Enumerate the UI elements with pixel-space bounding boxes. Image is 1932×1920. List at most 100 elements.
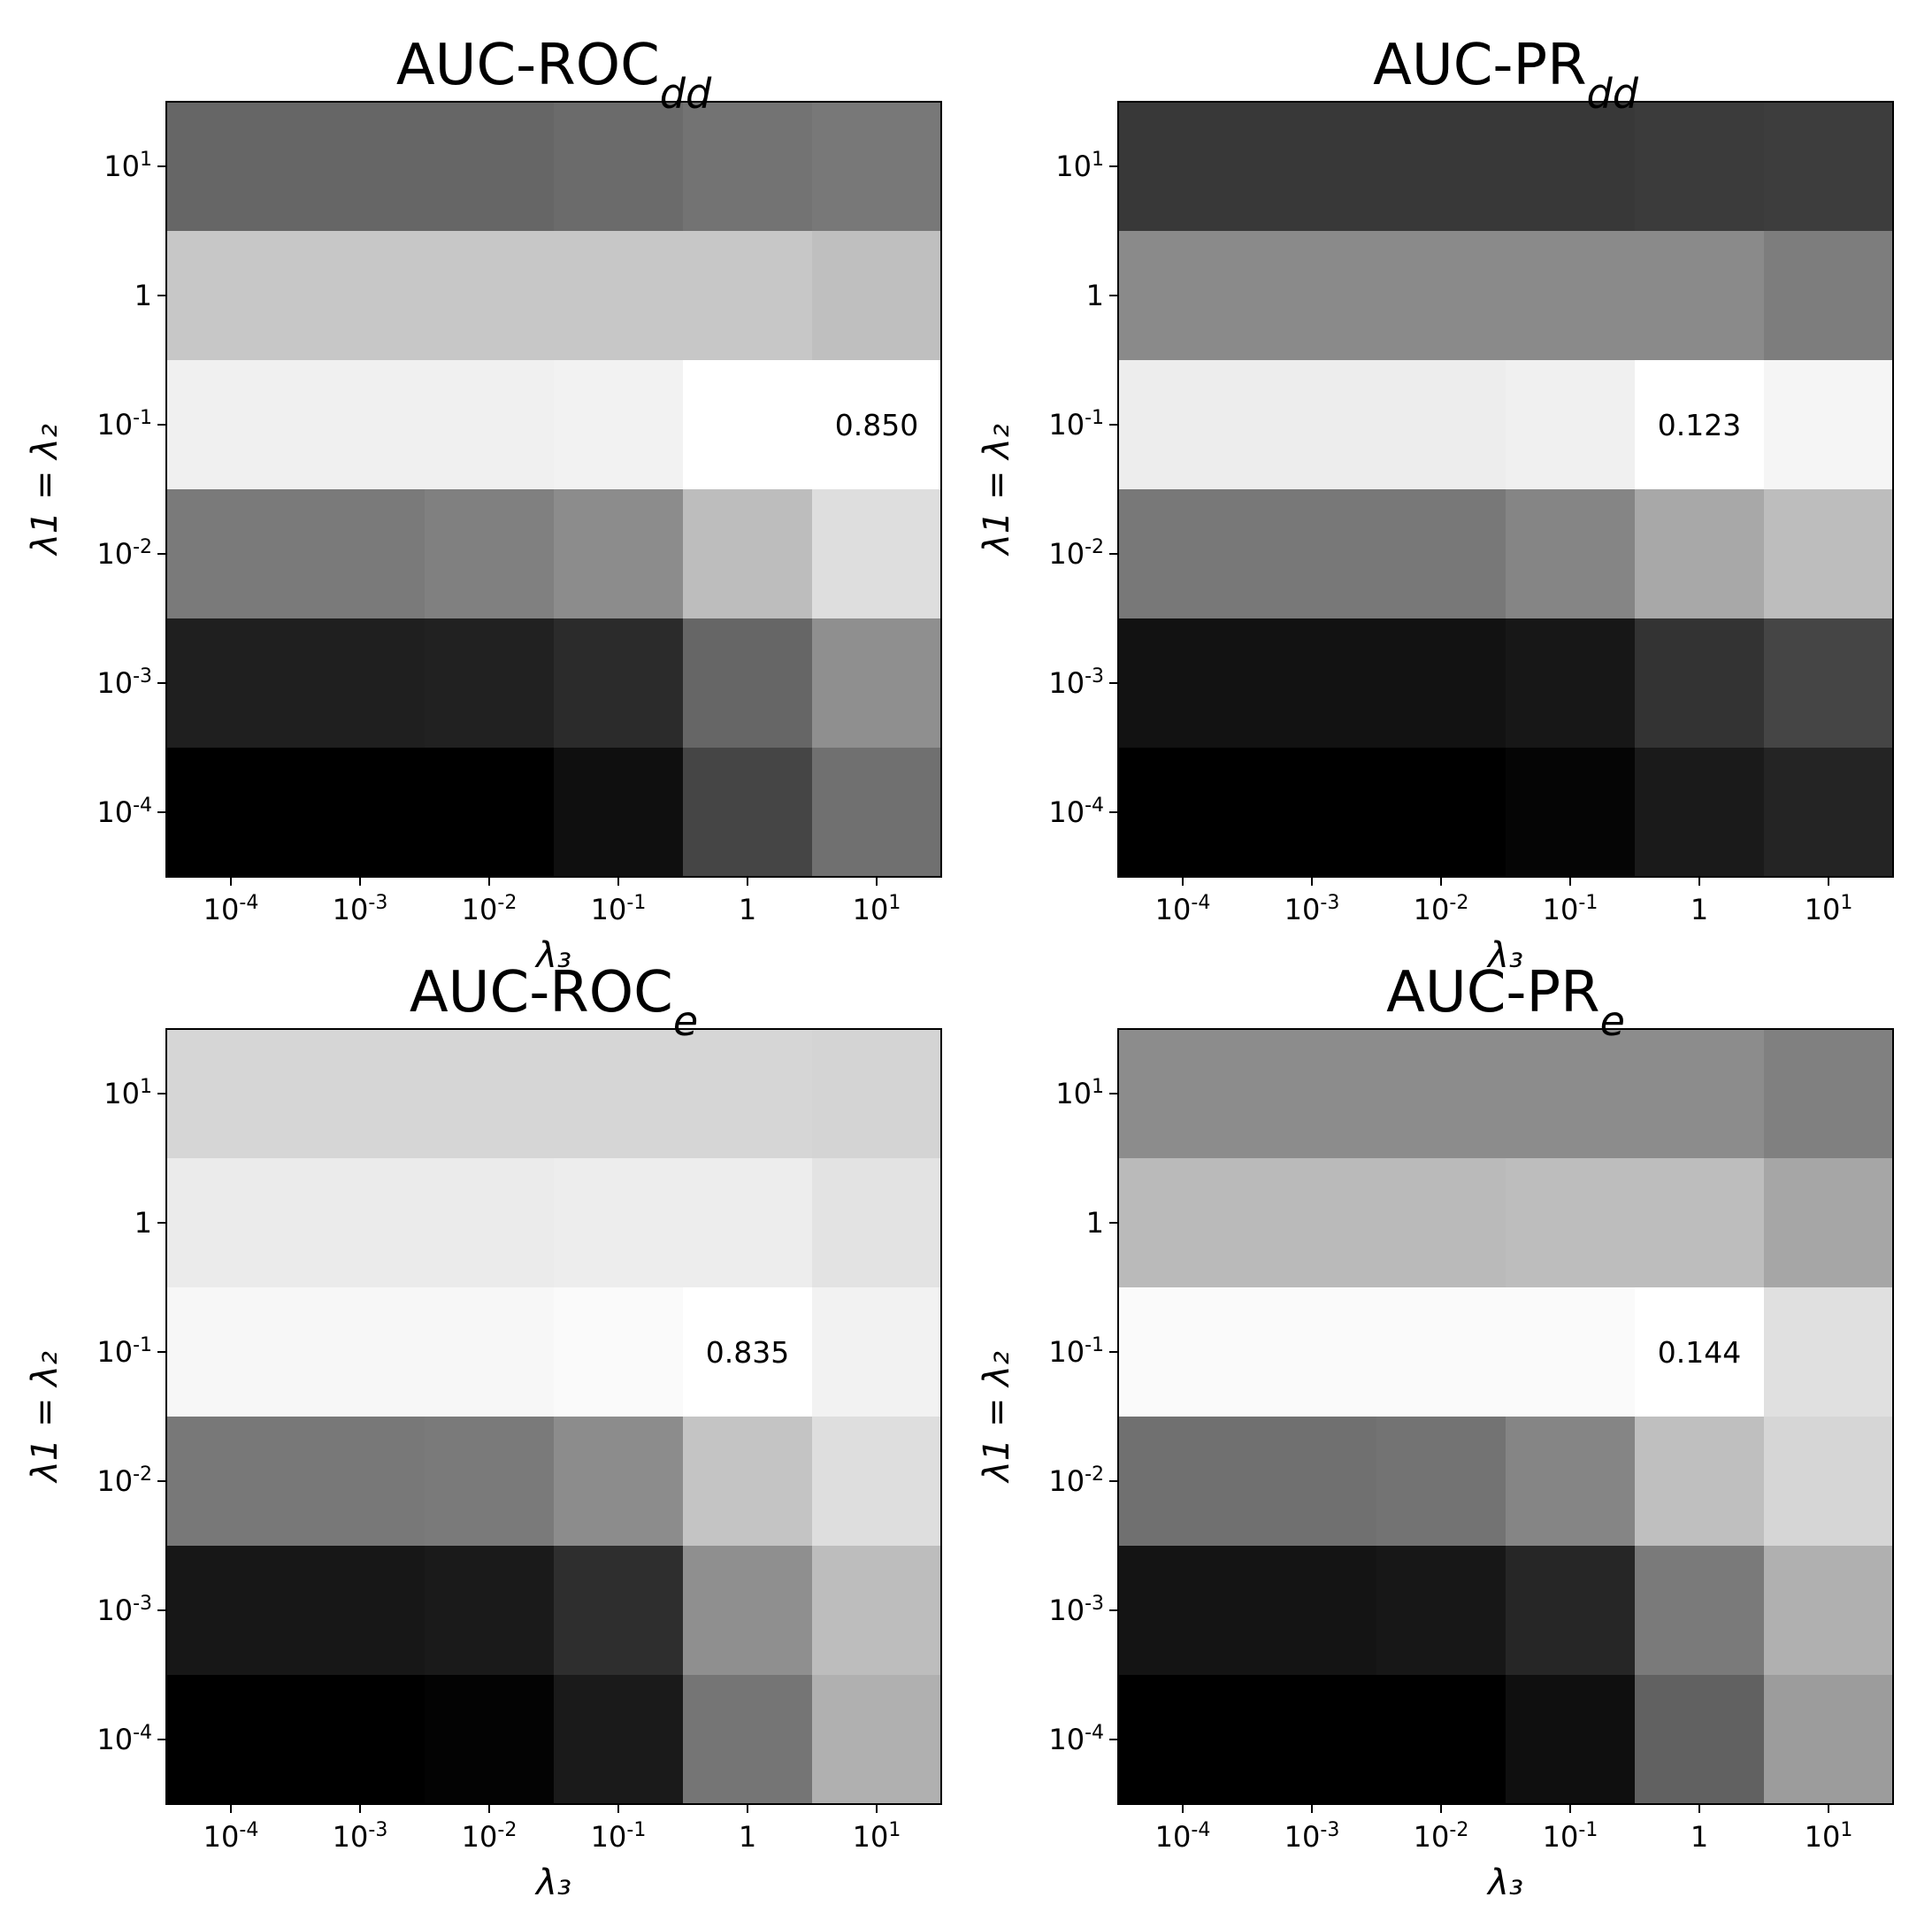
heatmap-cell — [1118, 231, 1247, 360]
x-tick-label: 10-2 — [1414, 892, 1469, 927]
heatmap-cell — [425, 748, 554, 877]
x-tick-label: 1 — [1690, 893, 1708, 926]
heatmap-cell — [1635, 1675, 1764, 1804]
heatmap-cell — [683, 1417, 812, 1546]
heatmap-cell — [166, 1287, 295, 1417]
x-tick-label: 1 — [1690, 1820, 1708, 1854]
heatmap-cell — [683, 1158, 812, 1287]
heatmap-cell — [425, 1675, 554, 1804]
x-tick-label: 10-4 — [1155, 1819, 1211, 1855]
y-tick-label: 1 — [134, 279, 152, 312]
plot-frame — [165, 101, 942, 878]
heatmap-cell — [683, 102, 812, 231]
cell-annotation: 0.123 — [1658, 408, 1741, 442]
plot-frame — [1117, 101, 1894, 878]
heatmap-cell — [1376, 1546, 1506, 1675]
y-axis-label: λ1 = λ₂ — [25, 424, 65, 557]
heatmap-cell — [683, 618, 812, 748]
heatmap-cell — [295, 102, 425, 231]
heatmap-cell — [1764, 231, 1893, 360]
heatmap-cell — [1764, 1029, 1893, 1158]
heatmap-cell — [1506, 231, 1635, 360]
heatmap-cell — [425, 1158, 554, 1287]
heatmap-cell — [812, 618, 941, 748]
heatmap-cell — [1118, 102, 1247, 231]
y-tick-label: 1 — [134, 1206, 152, 1240]
y-axis-label: λ1 = λ₂ — [977, 424, 1017, 557]
heatmap-cell — [295, 1675, 425, 1804]
heatmap-cell — [1635, 360, 1764, 489]
heatmap-cell — [166, 1417, 295, 1546]
x-axis-label: λ₃ — [534, 935, 571, 976]
x-tick-label: 101 — [853, 1819, 901, 1855]
y-tick-label: 101 — [1055, 1076, 1104, 1111]
heatmap-cell — [425, 360, 554, 489]
y-tick-label: 10-4 — [1048, 1722, 1104, 1757]
heatmap-cell — [1118, 1417, 1247, 1546]
x-tick-label: 101 — [853, 892, 901, 927]
heatmap-cell — [295, 748, 425, 877]
x-tick-label: 101 — [1805, 892, 1853, 927]
heatmap-cell — [1506, 1546, 1635, 1675]
heatmap-cell — [1764, 360, 1893, 489]
heatmap-cell — [683, 1287, 812, 1417]
heatmap-cell — [295, 618, 425, 748]
y-tick-label: 10-3 — [1048, 665, 1104, 701]
heatmap-cell — [425, 1546, 554, 1675]
x-tick-label: 10-4 — [203, 892, 259, 927]
y-tick-label: 10-2 — [96, 536, 152, 572]
heatmap-cell — [1376, 1675, 1506, 1804]
heatmap-cell — [1764, 1675, 1893, 1804]
cell-annotation: 0.835 — [706, 1335, 789, 1370]
heatmap-cell — [1247, 1029, 1376, 1158]
heatmap-cell — [812, 748, 941, 877]
heatmap-cell — [554, 102, 683, 231]
heatmap-panel-1: AUC-ROCdd 10-4 10-3 10-2 10-1 1 101 101 1 10-1 10-… — [25, 33, 942, 976]
heatmap-cell — [1118, 1158, 1247, 1287]
heatmap-cell — [166, 1675, 295, 1804]
heatmap-cell — [295, 1029, 425, 1158]
y-tick-label: 10-4 — [96, 1722, 152, 1757]
heatmap-cell — [166, 489, 295, 618]
heatmap-cell — [812, 102, 941, 231]
heatmap-cell — [554, 231, 683, 360]
heatmap-cell — [1764, 102, 1893, 231]
heatmap-cell — [1635, 1029, 1764, 1158]
heatmap-cell — [1247, 1417, 1376, 1546]
x-tick-label: 10-4 — [1155, 892, 1211, 927]
heatmap-cell — [1376, 1029, 1506, 1158]
heatmap-cell — [1247, 1287, 1376, 1417]
heatmap-cell — [812, 489, 941, 618]
heatmap-cell — [1764, 489, 1893, 618]
y-axis-label: λ1 = λ₂ — [25, 1351, 65, 1484]
heatmap-cell — [1376, 1287, 1506, 1417]
heatmap-cell — [812, 1029, 941, 1158]
y-tick-label: 101 — [104, 1076, 152, 1111]
heatmap-cell — [554, 748, 683, 877]
x-tick-label: 10-3 — [333, 1819, 388, 1855]
heatmap-cell — [683, 748, 812, 877]
chart-title: AUC-ROCdd — [396, 33, 712, 118]
heatmap-cell — [425, 1287, 554, 1417]
heatmap-cell — [1247, 102, 1376, 231]
x-tick-label: 10-4 — [203, 1819, 259, 1855]
x-tick-label: 10-3 — [333, 892, 388, 927]
heatmap-cell — [1376, 618, 1506, 748]
heatmap-cell — [1247, 360, 1376, 489]
heatmap-cell — [812, 1287, 941, 1417]
y-tick-label: 10-3 — [96, 1593, 152, 1628]
x-tick-label: 10-3 — [1284, 1819, 1340, 1855]
cell-annotation: 0.144 — [1658, 1335, 1741, 1370]
heatmap-cell — [1118, 618, 1247, 748]
heatmap-cell — [1506, 489, 1635, 618]
plot-frame — [1117, 1028, 1894, 1805]
x-tick-label: 10-3 — [1284, 892, 1340, 927]
x-tick-label: 10-1 — [1543, 1819, 1598, 1855]
x-axis-label: λ₃ — [1486, 1862, 1523, 1903]
heatmap-cell — [683, 231, 812, 360]
heatmap-cell — [1376, 489, 1506, 618]
x-tick-label: 10-1 — [591, 892, 647, 927]
x-tick-label: 101 — [1805, 1819, 1853, 1855]
y-tick-label: 10-1 — [96, 407, 152, 442]
